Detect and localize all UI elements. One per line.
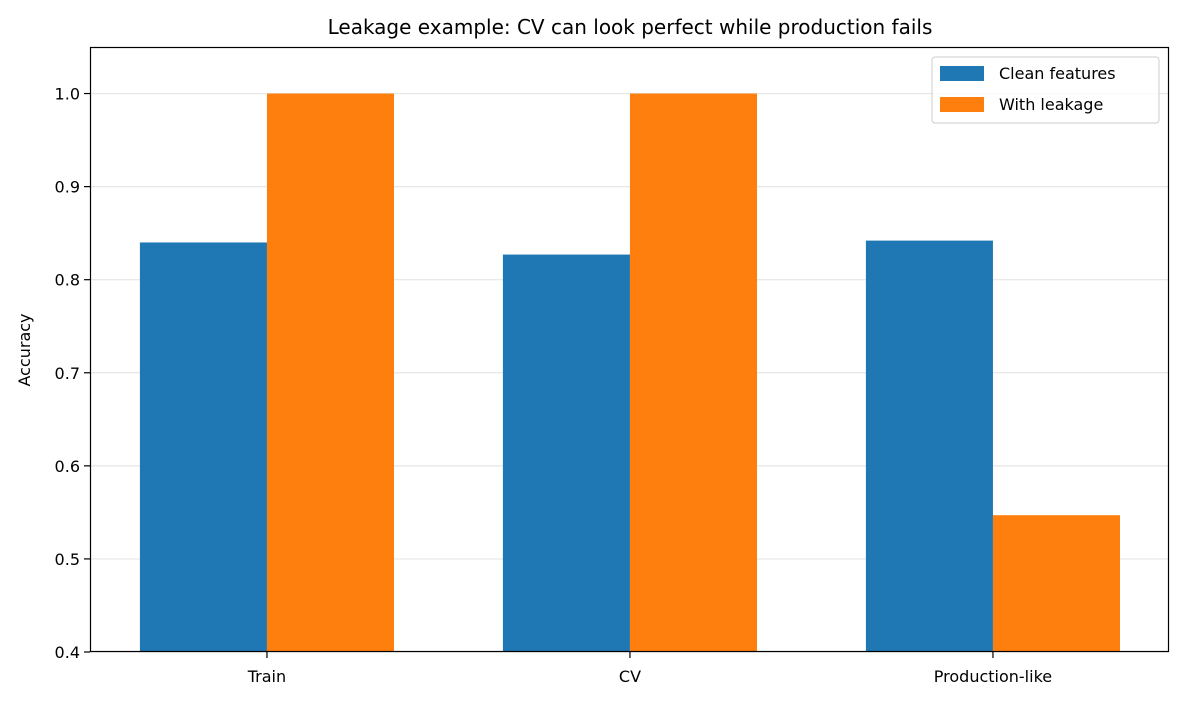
bar-leakage-production-like	[992, 515, 1120, 652]
legend-swatch-leakage	[940, 97, 984, 112]
x-tick-label: CV	[619, 667, 641, 686]
y-tick-label: 0.4	[55, 643, 80, 662]
y-tick-label: 0.5	[55, 550, 80, 569]
y-tick-label: 0.7	[55, 364, 80, 383]
y-tick-label: 0.8	[55, 271, 80, 290]
bar-leakage-cv	[629, 93, 758, 653]
chart-title: Leakage example: CV can look perfect whi…	[328, 15, 933, 39]
legend: Clean features With leakage	[931, 56, 1160, 124]
y-tick-label: 0.6	[55, 457, 80, 476]
plot-frame	[89, 46, 1170, 653]
legend-label-leakage: With leakage	[999, 95, 1103, 114]
bar-clean-production-like	[865, 240, 993, 652]
bar-leakage-train	[266, 93, 395, 653]
y-tick-label: 0.9	[55, 178, 80, 197]
legend-label-clean: Clean features	[999, 64, 1116, 83]
legend-swatch-clean	[940, 66, 984, 81]
y-tick-label: 1.0	[55, 85, 80, 104]
x-tick-label: Train	[247, 667, 286, 686]
x-tick-label: Production-like	[934, 667, 1052, 686]
y-axis-label: Accuracy	[15, 313, 34, 386]
bar-clean-cv	[502, 254, 630, 653]
bar-clean-train	[139, 242, 267, 652]
